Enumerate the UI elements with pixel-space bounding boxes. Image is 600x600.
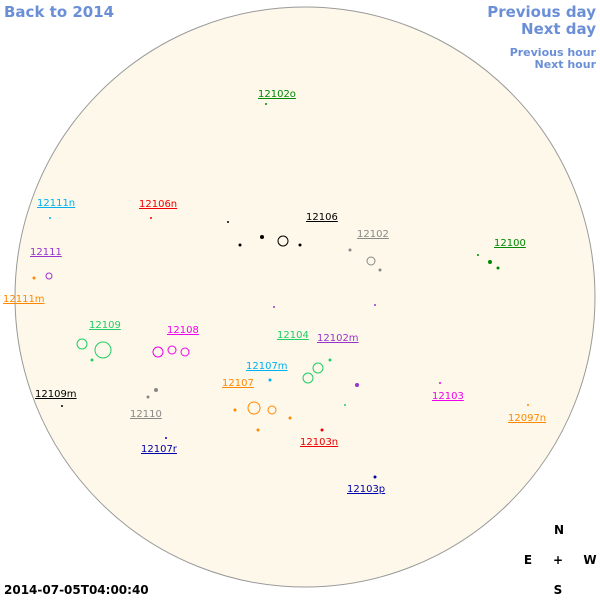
spot	[527, 404, 529, 406]
spot	[94, 341, 112, 359]
spot	[302, 372, 314, 384]
region-label[interactable]: 12103n	[300, 437, 338, 448]
back-link[interactable]: Back to 2014	[4, 3, 114, 21]
spot	[146, 395, 150, 399]
spot	[227, 221, 229, 223]
region-label[interactable]: 12107	[222, 378, 254, 389]
spot	[165, 437, 167, 439]
region-label[interactable]: 12104	[277, 330, 309, 341]
compass: N E + W S	[524, 523, 597, 597]
spot	[268, 378, 272, 382]
region-label[interactable]: 12111n	[37, 198, 75, 209]
region-label[interactable]: 12108	[167, 325, 199, 336]
spot	[267, 405, 277, 415]
spot	[150, 217, 152, 219]
spot	[277, 235, 289, 247]
spot	[298, 243, 302, 247]
spot	[90, 358, 94, 362]
spot	[378, 268, 382, 272]
region-labels: 12102o 12106n 12111n 12106 12102 12100 1…	[3, 89, 546, 495]
region-label[interactable]: 12107r	[141, 444, 178, 455]
spot	[238, 243, 242, 247]
previous-day-link[interactable]: Previous day	[487, 3, 596, 21]
spot	[233, 408, 237, 412]
spot	[265, 103, 267, 105]
region-label[interactable]: 12106n	[139, 199, 177, 210]
compass-center: +	[553, 553, 563, 567]
spot	[366, 256, 376, 266]
region-label[interactable]: 12102m	[317, 333, 359, 344]
spot	[61, 405, 63, 407]
spot	[288, 416, 292, 420]
spot	[45, 272, 53, 280]
spot	[167, 345, 177, 355]
spot	[49, 217, 51, 219]
spot	[488, 260, 492, 264]
spot	[496, 266, 500, 270]
region-label[interactable]: 12107m	[246, 361, 288, 372]
solar-disk	[14, 6, 596, 588]
spot	[348, 248, 352, 252]
spot	[373, 475, 377, 479]
region-label[interactable]: 12100	[494, 238, 526, 249]
spot	[32, 276, 36, 280]
region-label[interactable]: 12109	[89, 320, 121, 331]
next-hour-link[interactable]: Next hour	[535, 58, 597, 71]
compass-east: E	[524, 553, 532, 567]
spot	[344, 404, 346, 406]
previous-hour-link[interactable]: Previous hour	[510, 46, 597, 59]
region-label[interactable]: 12102o	[258, 89, 296, 100]
compass-north: N	[554, 523, 564, 537]
region-label[interactable]: 12109m	[35, 389, 77, 400]
next-day-link[interactable]: Next day	[521, 20, 596, 38]
region-label[interactable]: 12097n	[508, 413, 546, 424]
spots	[32, 103, 529, 479]
spot	[76, 338, 88, 350]
spot	[328, 358, 332, 362]
region-label[interactable]: 12110	[130, 409, 162, 420]
region-label[interactable]: 12102	[357, 229, 389, 240]
region-label[interactable]: 12111m	[3, 294, 45, 305]
spot	[152, 346, 164, 358]
spot	[312, 362, 324, 374]
spot	[374, 304, 376, 306]
timestamp: 2014-07-05T04:00:40	[4, 583, 149, 597]
spot	[180, 347, 190, 357]
spot	[320, 428, 324, 432]
compass-west: W	[583, 553, 596, 567]
region-label[interactable]: 12111	[30, 247, 62, 258]
region-label[interactable]: 12103p	[347, 484, 385, 495]
compass-south: S	[554, 583, 563, 597]
spot	[260, 235, 264, 239]
spot	[355, 383, 359, 387]
region-label[interactable]: 12106	[306, 212, 338, 223]
spot	[273, 306, 275, 308]
spot	[256, 428, 260, 432]
spot	[477, 254, 479, 256]
spot	[247, 401, 261, 415]
spot	[439, 382, 441, 384]
region-label[interactable]: 12103	[432, 391, 464, 402]
spot	[154, 388, 158, 392]
